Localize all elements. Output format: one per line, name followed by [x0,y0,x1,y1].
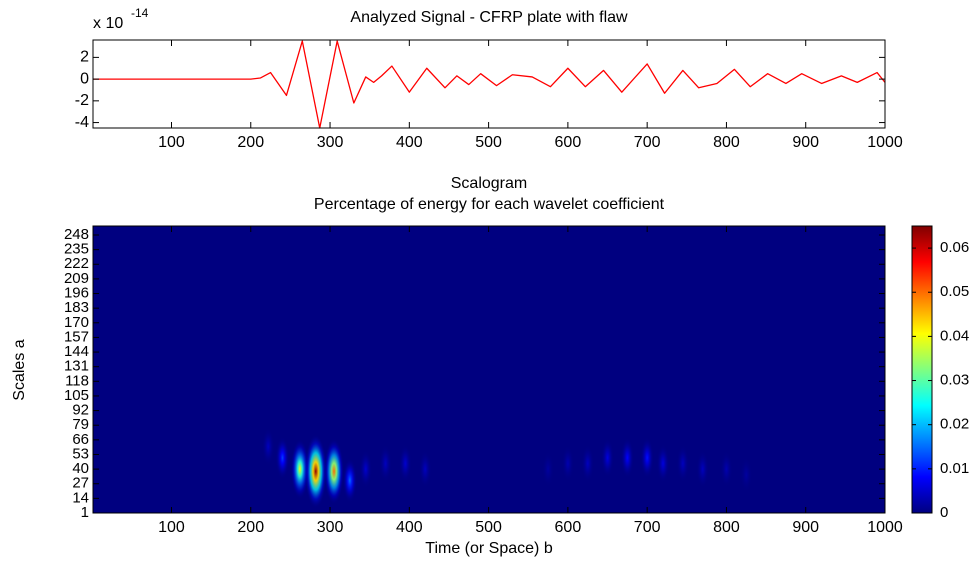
y-tick-label: 1 [81,504,89,521]
y-tick-label: -4 [75,114,89,131]
y-tick-label: 157 [64,328,89,345]
energy-spot [581,444,595,483]
y-tick-label: 118 [65,372,89,389]
colorbar-tick-label: 0 [940,504,948,521]
colorbar-tick-label: 0.03 [940,372,969,389]
x-tick-label: 100 [158,519,185,536]
x-tick-label: 500 [475,134,502,151]
axes-box [92,39,886,129]
x-tick-label: 400 [396,134,423,151]
energy-spot [561,444,575,483]
chart-title: Scalogram [451,175,527,192]
x-tick-label: 300 [317,134,344,151]
x-tick-label: 700 [634,134,661,151]
y-axis-label: Scales a [11,339,28,400]
y-tick-label: 170 [64,314,89,331]
y-tick-label: 53 [72,445,89,462]
energy-spot [656,443,670,484]
y-tick-label: 40 [72,460,89,477]
y-tick-label: 27 [72,475,89,492]
energy-spot [261,427,275,466]
x-tick-label: 300 [317,519,344,536]
axes-box [92,225,886,514]
energy-spot [541,450,555,488]
y-tick-label: 196 [64,284,89,301]
x-tick-label: 1000 [867,519,903,536]
y-tick-label: 14 [72,489,89,506]
y-tick-label: -2 [75,92,89,109]
energy-spot [342,457,358,503]
colorbar-tick-label: 0.02 [940,416,969,433]
chart-title: Analyzed Signal - CFRP plate with flaw [350,9,628,26]
energy-spot [640,437,654,479]
x-tick-label: 600 [555,519,582,536]
x-tick-label: 600 [555,134,582,151]
energy-spot [720,450,733,489]
exponent-label: x 10 [93,15,123,32]
y-tick-label: 209 [64,270,89,287]
x-axis-label: Time (or Space) b [425,540,553,557]
y-tick-label: 144 [64,343,89,360]
y-tick-label: 92 [72,402,89,419]
colorbar-tick-label: 0.05 [940,283,969,300]
energy-spot [418,449,432,489]
colorbar-tick-label: 0.01 [940,460,969,477]
x-tick-label: 800 [713,134,740,151]
colorbar [911,225,933,514]
y-tick-label: 105 [64,387,89,404]
energy-spot [398,443,412,483]
colorbar-tick-label: 0.06 [940,239,969,256]
y-tick-label: 235 [64,241,89,258]
x-tick-label: 900 [792,134,819,151]
chart-subtitle: Percentage of energy for each wavelet co… [314,196,665,213]
colorbar-tick-label: 0.04 [940,327,969,344]
x-tick-label: 200 [237,134,264,151]
energy-spot [379,444,392,483]
energy-spot [601,438,615,478]
y-tick-label: 248 [64,226,89,243]
x-tick-label: 700 [634,519,661,536]
x-tick-label: 100 [158,134,185,151]
y-tick-label: 222 [64,255,89,272]
x-tick-label: 1000 [867,134,903,151]
energy-spot [304,434,327,509]
heatmap-background [93,226,885,513]
heatmap-layer [261,427,753,509]
energy-spot [359,449,373,489]
energy-spot [290,439,310,500]
energy-spot [696,449,709,489]
y-tick-label: 66 [72,431,89,448]
x-tick-label: 900 [792,519,819,536]
x-tick-label: 200 [237,519,264,536]
energy-spot [275,436,290,480]
y-tick-label: 183 [64,299,89,316]
y-tick-label: 79 [72,416,89,433]
exponent: -14 [131,6,149,20]
energy-spot [740,456,753,494]
y-tick-label: 2 [80,49,89,66]
energy-spot [324,438,345,505]
energy-spot [620,437,634,479]
y-tick-label: 0 [80,70,89,87]
x-tick-label: 500 [475,519,502,536]
x-tick-label: 400 [396,519,423,536]
y-tick-label: 131 [64,358,89,375]
signal-line [93,40,886,129]
x-tick-label: 800 [713,519,740,536]
energy-spot [676,444,690,483]
